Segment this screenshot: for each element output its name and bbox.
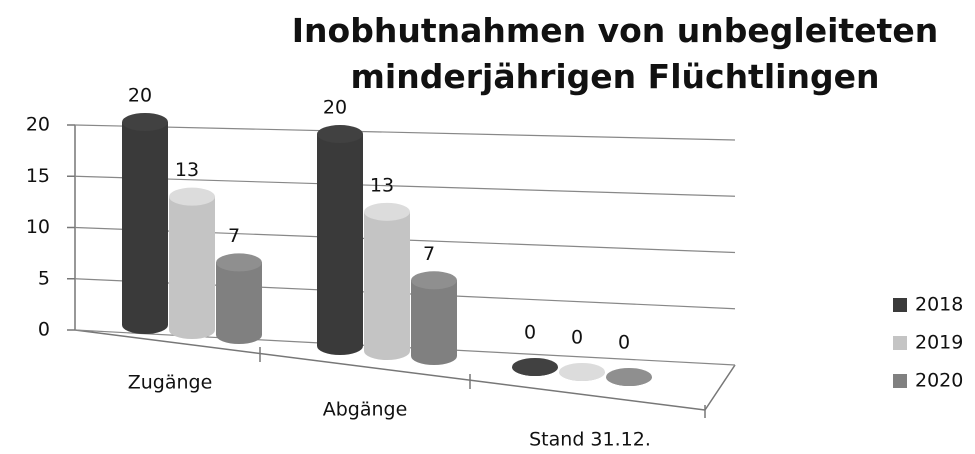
bar-top xyxy=(606,368,652,386)
bar-top xyxy=(411,271,457,290)
value-label: 20 xyxy=(323,97,347,119)
y-tick-label: 10 xyxy=(26,216,50,238)
bar-top xyxy=(559,363,605,381)
bar-body xyxy=(169,196,215,339)
legend-swatch xyxy=(893,336,907,350)
bar-top xyxy=(317,125,363,144)
bar xyxy=(559,363,605,381)
bar-top xyxy=(216,253,262,272)
x-tick-label: Abgänge xyxy=(323,399,408,421)
x-tick-label: Stand 31.12. xyxy=(529,429,651,451)
legend-label: 2019 xyxy=(915,332,963,354)
bar xyxy=(317,125,363,355)
bar-body xyxy=(317,134,363,355)
value-label: 20 xyxy=(128,85,152,107)
bar-body xyxy=(411,280,457,365)
bar-body xyxy=(216,262,262,344)
value-label: 0 xyxy=(618,332,630,354)
y-tick-label: 5 xyxy=(38,267,50,289)
bar-top xyxy=(364,202,410,221)
value-label: 7 xyxy=(228,225,240,247)
bar xyxy=(216,253,262,344)
grid-line xyxy=(74,175,736,197)
bar xyxy=(411,271,457,365)
floor-front xyxy=(74,329,706,411)
legend-swatch xyxy=(893,298,907,312)
bar xyxy=(606,368,652,386)
bar-body xyxy=(364,211,410,360)
grid-line xyxy=(74,124,736,141)
y-tick-label: 0 xyxy=(38,319,50,341)
legend-label: 2020 xyxy=(915,370,963,392)
bar xyxy=(364,202,410,360)
bar xyxy=(122,113,168,334)
bar-top xyxy=(512,358,558,376)
y-tick-label: 15 xyxy=(26,165,50,187)
y-tick-label: 20 xyxy=(26,114,50,136)
bar-top xyxy=(169,187,215,206)
value-label: 13 xyxy=(370,174,394,196)
bar-top xyxy=(122,113,168,131)
floor-right xyxy=(704,364,736,411)
legend-label: 2018 xyxy=(915,294,963,316)
value-label: 0 xyxy=(524,322,536,344)
x-tick-label: Zugänge xyxy=(128,372,213,394)
chart-title: Inobhutnahmen von unbegleiteten minderjä… xyxy=(291,11,939,96)
value-label: 7 xyxy=(423,243,435,265)
value-label: 0 xyxy=(571,327,583,349)
bar xyxy=(512,358,558,376)
bar xyxy=(169,187,215,339)
legend-swatch xyxy=(893,374,907,388)
bar-body xyxy=(122,122,168,334)
value-label: 13 xyxy=(175,159,199,181)
